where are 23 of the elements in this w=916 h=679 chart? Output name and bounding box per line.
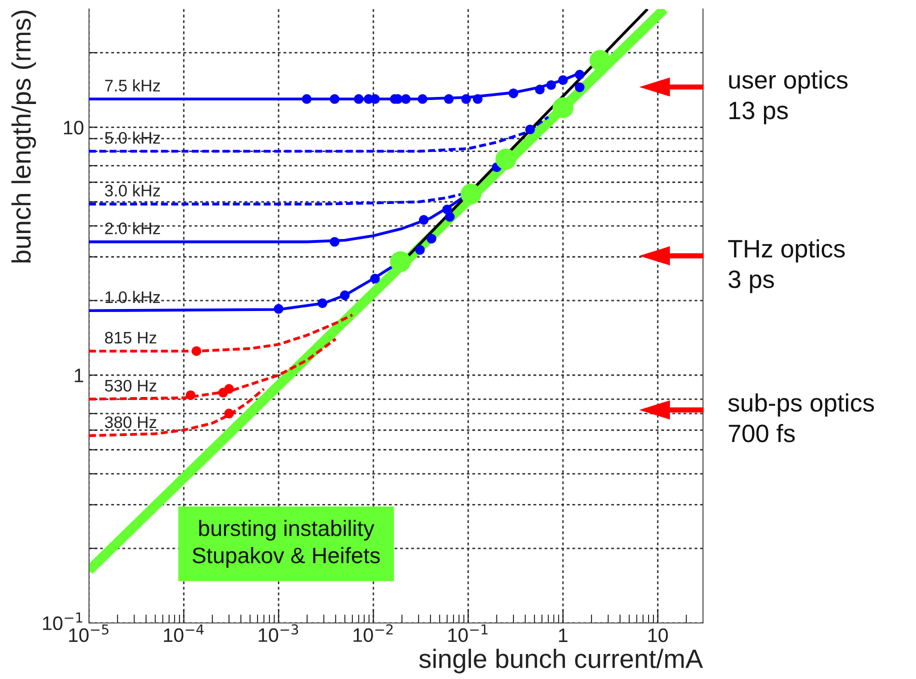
x-tick-label: 10$^{−3}$ (258, 624, 298, 642)
series-label: 380 Hz (104, 416, 156, 428)
series-label: 530 Hz (104, 380, 156, 392)
series-label: 5.0 kHz (104, 132, 160, 144)
series-label: 7.5 kHz (105, 79, 160, 92)
x-tick-label: 10$^{−4}$ (164, 624, 204, 642)
series-label: 1.0 kHz (106, 290, 160, 304)
series-label: 3.0 kHz (104, 184, 160, 197)
y-axis-title: bunch length/ps (rms) (11, 10, 36, 262)
text: sub-ps optics 700 fs (728, 393, 874, 442)
x-tick-label: 10 (648, 628, 668, 642)
x-tick-label: 1 (559, 628, 568, 642)
x-tick-label: 10$^{−2}$ (354, 624, 393, 642)
x-axis-title: single bunch current/mA (419, 648, 703, 674)
x-tick-label: 10$^{−5}$ (69, 624, 108, 642)
x-tick-label: 10$^{−1}$ (448, 624, 488, 642)
series-label: 815 Hz (105, 332, 156, 344)
text: THz optics 3 ps (728, 239, 845, 294)
annotation: bursting instability Stupakov & Heifets (192, 520, 380, 568)
series-label: 2.0 kHz (105, 222, 160, 234)
text: user optics 13 ps (729, 70, 848, 124)
y-tick-label: 10 (64, 120, 84, 134)
y-tick-label: 1 (74, 368, 84, 382)
